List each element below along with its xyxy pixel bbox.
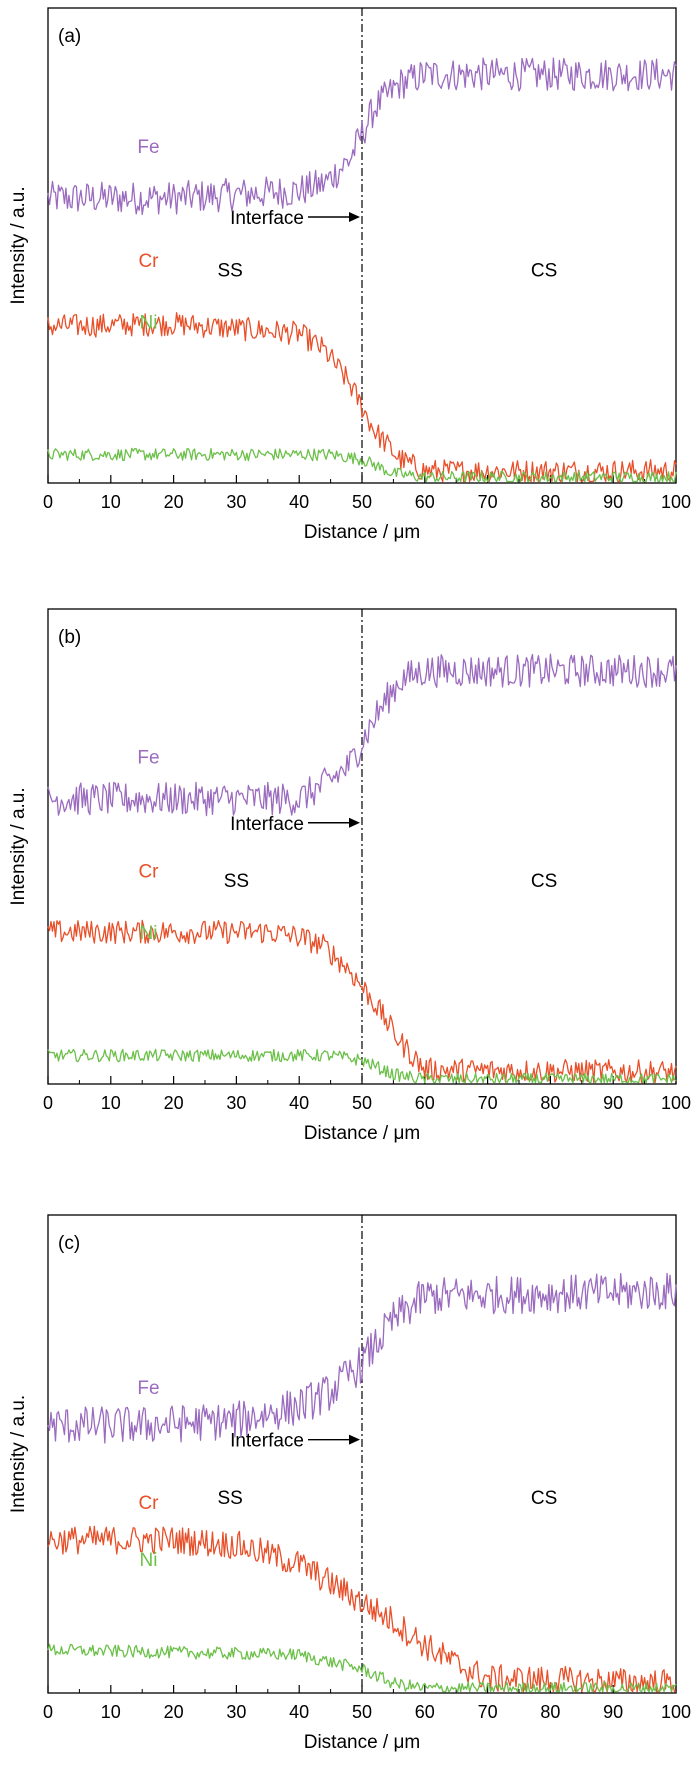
series-line-fe bbox=[47, 653, 677, 817]
x-tick-label: 10 bbox=[101, 1702, 121, 1722]
x-tick-label: 100 bbox=[661, 1093, 691, 1113]
x-tick-label: 100 bbox=[661, 1702, 691, 1722]
x-tick-label: 60 bbox=[415, 1702, 435, 1722]
y-axis-label: Intensity / a.u. bbox=[8, 787, 29, 905]
interface-arrow-head bbox=[349, 817, 360, 828]
region-label-cs: CS bbox=[531, 260, 557, 281]
series-label-cr: Cr bbox=[138, 251, 159, 272]
x-tick-label: 70 bbox=[478, 1702, 498, 1722]
region-label-cs: CS bbox=[531, 1488, 557, 1509]
series-label-ni: Ni bbox=[140, 923, 158, 944]
interface-arrow-head bbox=[349, 212, 360, 222]
x-tick-label: 80 bbox=[540, 492, 560, 512]
x-tick-label: 70 bbox=[478, 492, 498, 512]
series-line-ni bbox=[47, 1643, 677, 1693]
x-tick-label: 50 bbox=[352, 1702, 372, 1722]
x-axis-label: Distance / μm bbox=[304, 522, 421, 543]
y-axis-label: Intensity / a.u. bbox=[8, 186, 29, 304]
series-line-cr bbox=[47, 1525, 676, 1693]
x-tick-label: 80 bbox=[540, 1093, 560, 1113]
x-tick-label: 100 bbox=[661, 492, 691, 512]
interface-annotation: Interface bbox=[230, 1431, 304, 1452]
panel-label: (c) bbox=[58, 1233, 80, 1254]
region-label-cs: CS bbox=[531, 871, 557, 892]
x-tick-label: 30 bbox=[226, 1702, 246, 1722]
series-label-cr: Cr bbox=[138, 1493, 159, 1514]
series-line-fe bbox=[47, 57, 677, 216]
y-axis-label: Intensity / a.u. bbox=[8, 1395, 29, 1513]
series-label-cr: Cr bbox=[138, 861, 159, 882]
series-line-fe bbox=[47, 1272, 677, 1444]
x-tick-label: 40 bbox=[289, 492, 309, 512]
x-tick-label: 30 bbox=[226, 1093, 246, 1113]
x-tick-label: 20 bbox=[164, 1702, 184, 1722]
x-tick-label: 40 bbox=[289, 1093, 309, 1113]
x-tick-label: 90 bbox=[603, 492, 623, 512]
x-tick-label: 0 bbox=[43, 1093, 53, 1113]
series-line-cr bbox=[47, 919, 677, 1084]
panel-label: (a) bbox=[58, 26, 81, 47]
x-tick-label: 20 bbox=[164, 1093, 184, 1113]
x-tick-label: 80 bbox=[540, 1702, 560, 1722]
x-tick-label: 30 bbox=[226, 492, 246, 512]
x-tick-label: 0 bbox=[43, 1702, 53, 1722]
series-line-cr bbox=[47, 312, 677, 483]
x-tick-label: 0 bbox=[43, 492, 53, 512]
series-label-ni: Ni bbox=[140, 313, 158, 334]
series-label-fe: Fe bbox=[137, 137, 159, 158]
region-label-ss: SS bbox=[217, 260, 242, 281]
series-label-fe: Fe bbox=[137, 1378, 159, 1399]
series-line-ni bbox=[47, 1048, 677, 1084]
series-line-ni bbox=[47, 447, 677, 483]
interface-annotation: Interface bbox=[230, 814, 304, 835]
x-tick-label: 40 bbox=[289, 1702, 309, 1722]
x-tick-label: 50 bbox=[352, 492, 372, 512]
chart-panel-3: 0 10 20 30 40 50 60 70 80 90 100 Distance / μm Inten… bbox=[8, 1214, 691, 1753]
chart-panel-1: 0 10 20 30 40 50 60 70 80 90 100 Distance / μm Inten… bbox=[8, 7, 691, 543]
region-label-ss: SS bbox=[217, 1488, 242, 1509]
x-tick-label: 90 bbox=[603, 1093, 623, 1113]
x-tick-label: 60 bbox=[415, 492, 435, 512]
series-label-ni: Ni bbox=[140, 1550, 158, 1571]
region-label-ss: SS bbox=[224, 871, 249, 892]
x-axis-label: Distance / μm bbox=[304, 1732, 421, 1753]
x-tick-label: 70 bbox=[478, 1093, 498, 1113]
x-tick-label: 50 bbox=[352, 1093, 372, 1113]
x-tick-label: 10 bbox=[101, 492, 121, 512]
panel-label: (b) bbox=[58, 627, 81, 648]
interface-annotation: Interface bbox=[230, 208, 304, 229]
x-tick-label: 20 bbox=[164, 492, 184, 512]
x-tick-label: 90 bbox=[603, 1702, 623, 1722]
x-axis-label: Distance / μm bbox=[304, 1123, 421, 1144]
chart-panel-2: 0 10 20 30 40 50 60 70 80 90 100 Distance / μm Inten… bbox=[8, 608, 691, 1144]
x-tick-label: 10 bbox=[101, 1093, 121, 1113]
series-label-fe: Fe bbox=[137, 747, 159, 768]
interface-arrow-head bbox=[349, 1434, 360, 1445]
x-tick-label: 60 bbox=[415, 1093, 435, 1113]
